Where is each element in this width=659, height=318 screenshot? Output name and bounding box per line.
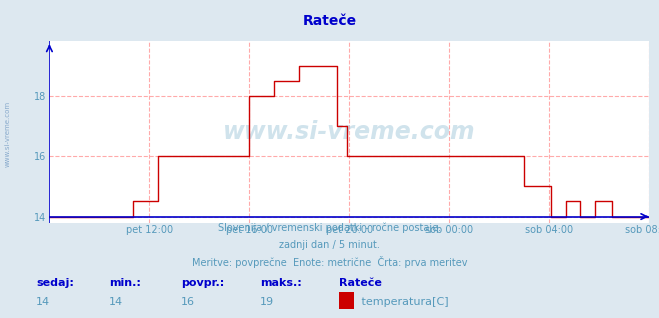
Text: Rateče: Rateče <box>302 14 357 28</box>
Text: 19: 19 <box>260 297 274 307</box>
Text: povpr.:: povpr.: <box>181 278 225 288</box>
Text: www.si-vreme.com: www.si-vreme.com <box>5 100 11 167</box>
Text: Slovenija / vremenski podatki - ročne postaje.: Slovenija / vremenski podatki - ročne po… <box>218 222 441 232</box>
Text: Rateče: Rateče <box>339 278 382 288</box>
Text: zadnji dan / 5 minut.: zadnji dan / 5 minut. <box>279 240 380 250</box>
Text: maks.:: maks.: <box>260 278 302 288</box>
Text: Meritve: povprečne  Enote: metrične  Črta: prva meritev: Meritve: povprečne Enote: metrične Črta:… <box>192 256 467 267</box>
Text: 14: 14 <box>36 297 50 307</box>
Text: temperatura[C]: temperatura[C] <box>358 297 449 307</box>
Text: sedaj:: sedaj: <box>36 278 74 288</box>
Text: 16: 16 <box>181 297 195 307</box>
Text: www.si-vreme.com: www.si-vreme.com <box>223 120 476 144</box>
Text: min.:: min.: <box>109 278 140 288</box>
Text: 14: 14 <box>109 297 123 307</box>
